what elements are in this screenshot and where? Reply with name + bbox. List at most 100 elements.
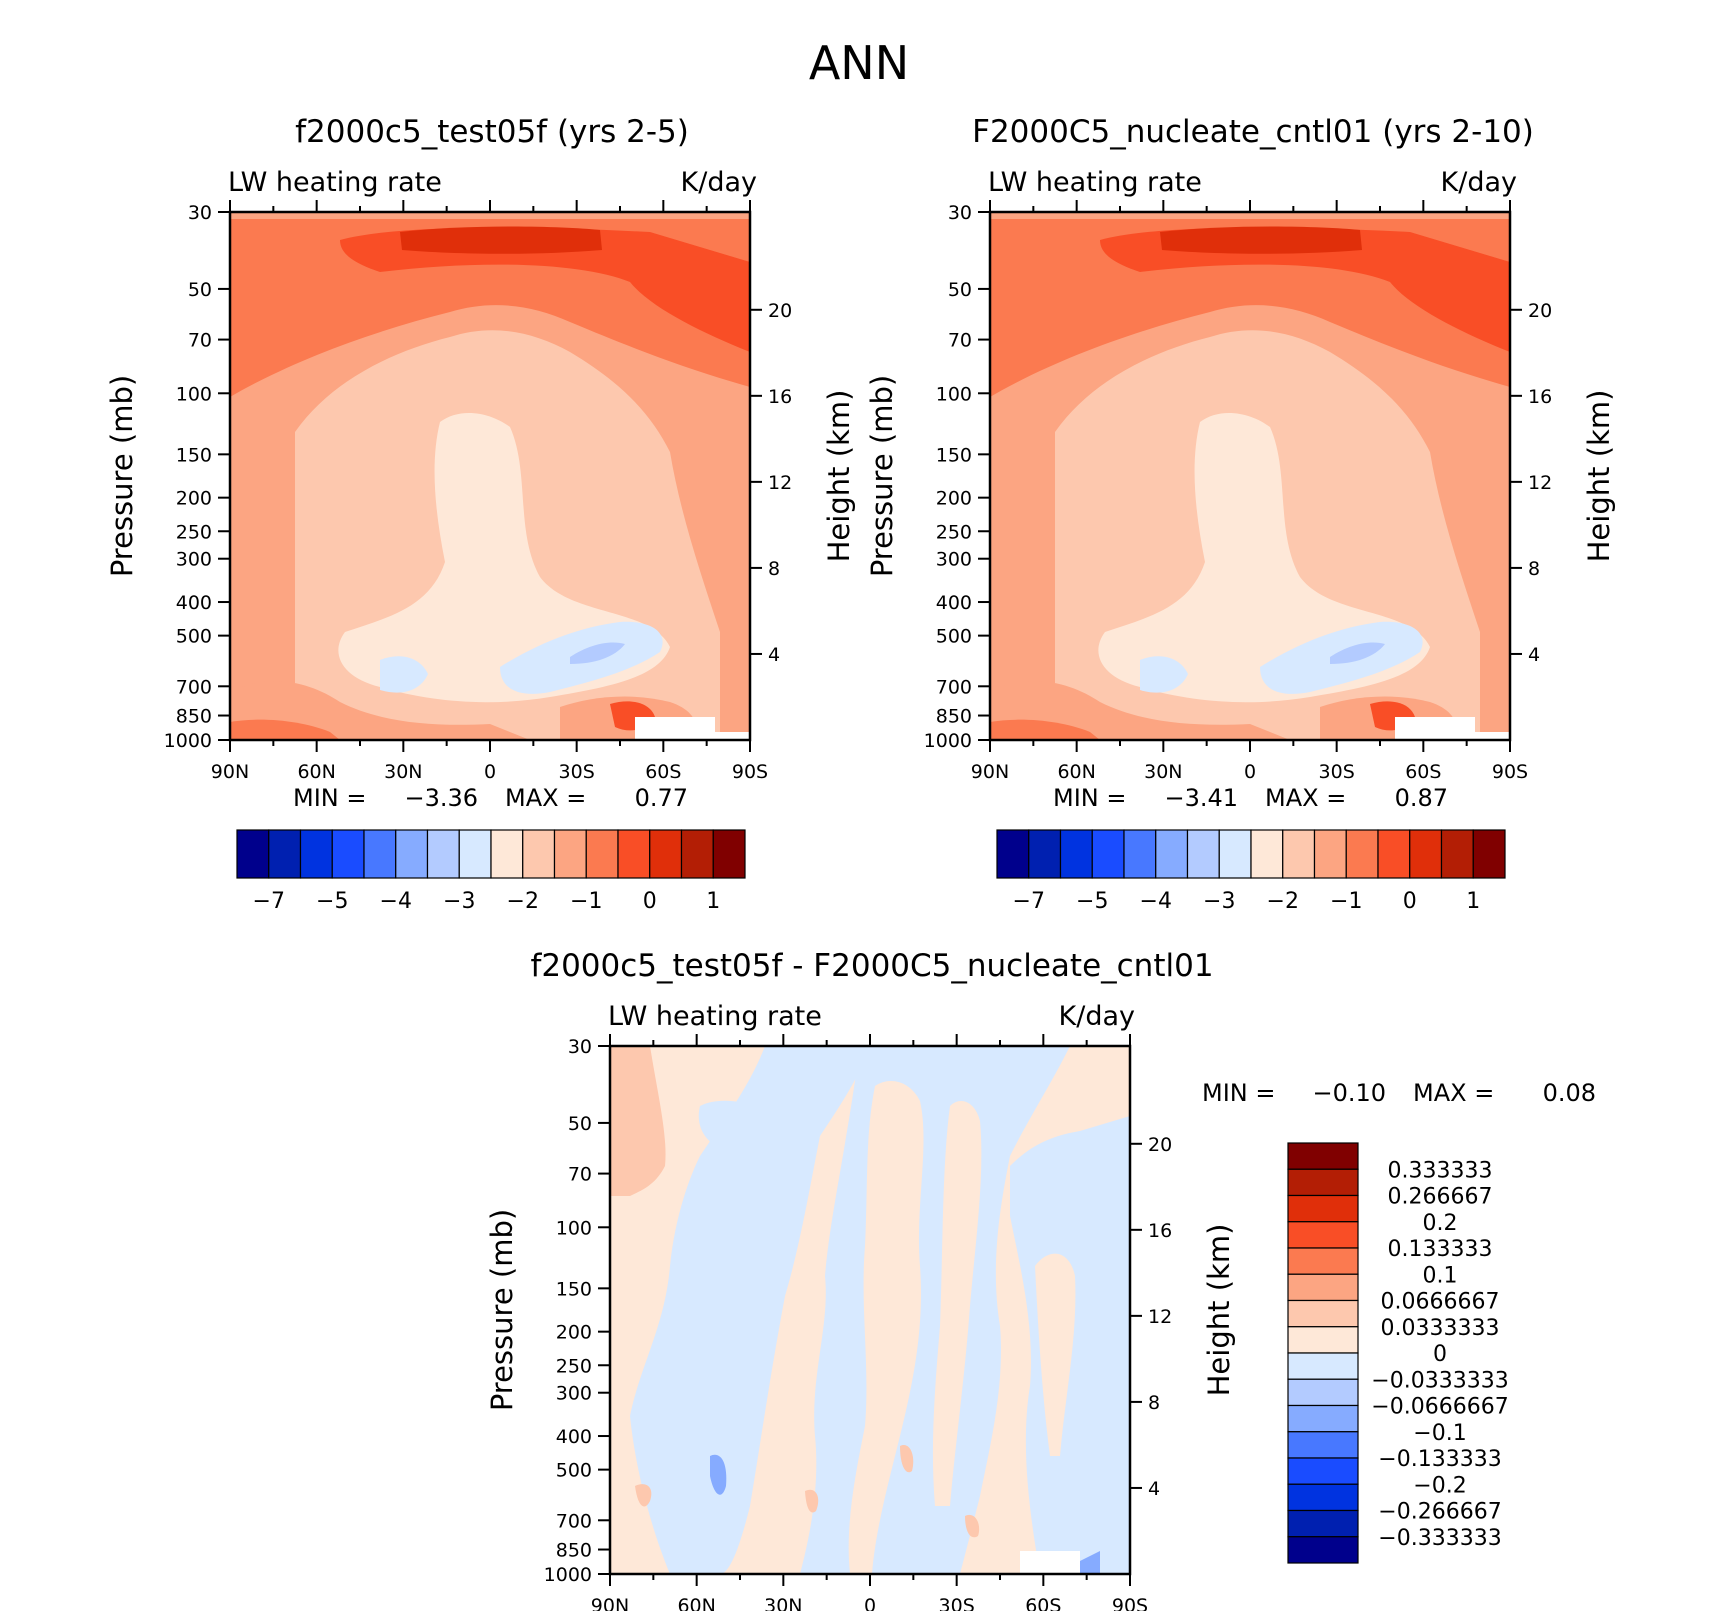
y-tick-label: 30	[948, 202, 972, 224]
colorbar-box	[1287, 1221, 1359, 1249]
min-label: MIN =	[1053, 784, 1126, 812]
colorbar-label: −7	[1013, 889, 1045, 914]
colorbar-box	[1287, 1168, 1359, 1197]
y-axis-title: Pressure (mb)	[105, 375, 139, 577]
variable-label: LW heating rate	[608, 1001, 822, 1032]
colorbar-box	[1155, 829, 1189, 879]
y2-tick-label: 8	[1148, 1392, 1160, 1414]
colorbar: −7 −5 −4 −3 −2 −1 0 1	[996, 829, 1506, 914]
y-tick-label: 500	[176, 626, 212, 648]
colorbar-label: 1	[706, 889, 720, 914]
colorbar-box	[1250, 829, 1284, 879]
y-tick-label: 300	[176, 549, 212, 571]
colorbar-box	[1287, 1457, 1359, 1485]
y-tick-label: 250	[936, 521, 972, 543]
y-tick-label: 1000	[544, 1564, 592, 1586]
y-tick-label: 200	[556, 1322, 592, 1344]
x-tick-label: 60N	[1057, 761, 1095, 783]
y2-tick-label: 12	[1528, 472, 1552, 494]
y-tick-label: 100	[176, 383, 212, 405]
y-tick-label: 300	[936, 549, 972, 571]
colorbar: 0.3333330.2666670.20.1333330.10.06666670…	[1287, 1142, 1509, 1564]
colorbar-box	[363, 829, 397, 879]
contour-field	[230, 212, 750, 740]
max-label: MAX =	[1413, 1079, 1494, 1107]
colorbar-box	[1472, 829, 1506, 879]
y-tick-label: 850	[176, 706, 212, 728]
colorbar-label: 0.266667	[1388, 1185, 1493, 1210]
y2-tick-label: 12	[768, 472, 792, 494]
x-tick-label: 30N	[1144, 761, 1182, 783]
figure-title: ANN	[809, 36, 909, 90]
units-label: K/day	[1441, 167, 1517, 198]
y-tick-label: 70	[188, 330, 212, 352]
colorbar-box	[1091, 829, 1125, 879]
x-tick-label: 90N	[971, 761, 1009, 783]
x-tick-label: 30N	[384, 761, 422, 783]
y-tick-label: 30	[188, 202, 212, 224]
y-tick-label: 500	[936, 626, 972, 648]
colorbar-box	[458, 829, 492, 879]
x-tick-label: 30S	[1319, 761, 1355, 783]
x-tick-label: 90N	[591, 1595, 629, 1611]
colorbar-box	[585, 829, 619, 879]
y-tick-label: 700	[556, 1510, 592, 1532]
colorbar-label: 0.333333	[1388, 1158, 1493, 1183]
colorbar-box	[426, 829, 460, 879]
contour-field	[990, 212, 1510, 740]
y-tick-label: 150	[556, 1278, 592, 1300]
min-label: MIN =	[1202, 1079, 1275, 1107]
colorbar-box	[331, 829, 365, 879]
colorbar-label: −2	[1267, 889, 1299, 914]
colorbar-box	[1287, 1194, 1359, 1223]
y-tick-label: 850	[556, 1540, 592, 1562]
x-tick-label: 0	[864, 1595, 876, 1611]
colorbar-label: 0.133333	[1388, 1237, 1493, 1262]
y-tick-label: 850	[936, 706, 972, 728]
colorbar-label: 0	[1433, 1342, 1447, 1367]
colorbar-box	[236, 829, 270, 879]
y-tick-label: 700	[936, 676, 972, 698]
colorbar-box	[996, 829, 1030, 879]
colorbar-box	[1287, 1247, 1359, 1275]
panel-cntl: F2000C5_nucleate_cntl01 (yrs 2-10) LW he…	[865, 114, 1616, 914]
y-tick-label: 30	[568, 1036, 592, 1058]
units-label: K/day	[681, 167, 757, 198]
y-tick-label: 70	[568, 1164, 592, 1186]
y2-tick-label: 20	[1528, 300, 1552, 322]
colorbar-label: 0	[643, 889, 657, 914]
colorbar-label: 0.2	[1423, 1211, 1458, 1236]
colorbar-box	[522, 829, 556, 879]
colorbar-label: −0.333333	[1378, 1526, 1501, 1551]
panel-diff: f2000c5_test05f - F2000C5_nucleate_cntl0…	[485, 948, 1596, 1611]
y-tick-label: 700	[176, 676, 212, 698]
y-tick-label: 50	[948, 279, 972, 301]
x-tick-label: 30S	[559, 761, 595, 783]
colorbar-box	[1287, 1431, 1359, 1459]
colorbar: −7 −5 −4 −3 −2 −1 0 1	[236, 829, 746, 914]
colorbar-label: −0.2	[1413, 1473, 1466, 1498]
colorbar-box	[1287, 1352, 1359, 1380]
y-tick-label: 150	[936, 444, 972, 466]
x-tick-label: 90N	[211, 761, 249, 783]
colorbar-box	[1313, 829, 1347, 879]
y2-tick-label: 16	[768, 386, 792, 408]
x-tick-label: 0	[1244, 761, 1256, 783]
colorbar-box	[1282, 829, 1316, 879]
x-tick-label: 30S	[939, 1595, 975, 1611]
colorbar-label: 0.1	[1423, 1263, 1458, 1288]
colorbar-box	[1287, 1404, 1359, 1433]
y2-tick-label: 4	[1148, 1478, 1160, 1500]
colorbar-box	[649, 829, 683, 879]
colorbar-label: −5	[316, 889, 348, 914]
max-value: 0.77	[635, 784, 688, 812]
x-tick-label: 90S	[1112, 1595, 1148, 1611]
colorbar-box	[1287, 1378, 1359, 1407]
y2-tick-label: 16	[1528, 386, 1552, 408]
y2-tick-label: 20	[1148, 1134, 1172, 1156]
panel-test: f2000c5_test05f (yrs 2-5) LW heating rat…	[105, 114, 856, 914]
min-label: MIN =	[293, 784, 366, 812]
min-value: −0.10	[1312, 1079, 1386, 1107]
y-tick-label: 500	[556, 1460, 592, 1482]
